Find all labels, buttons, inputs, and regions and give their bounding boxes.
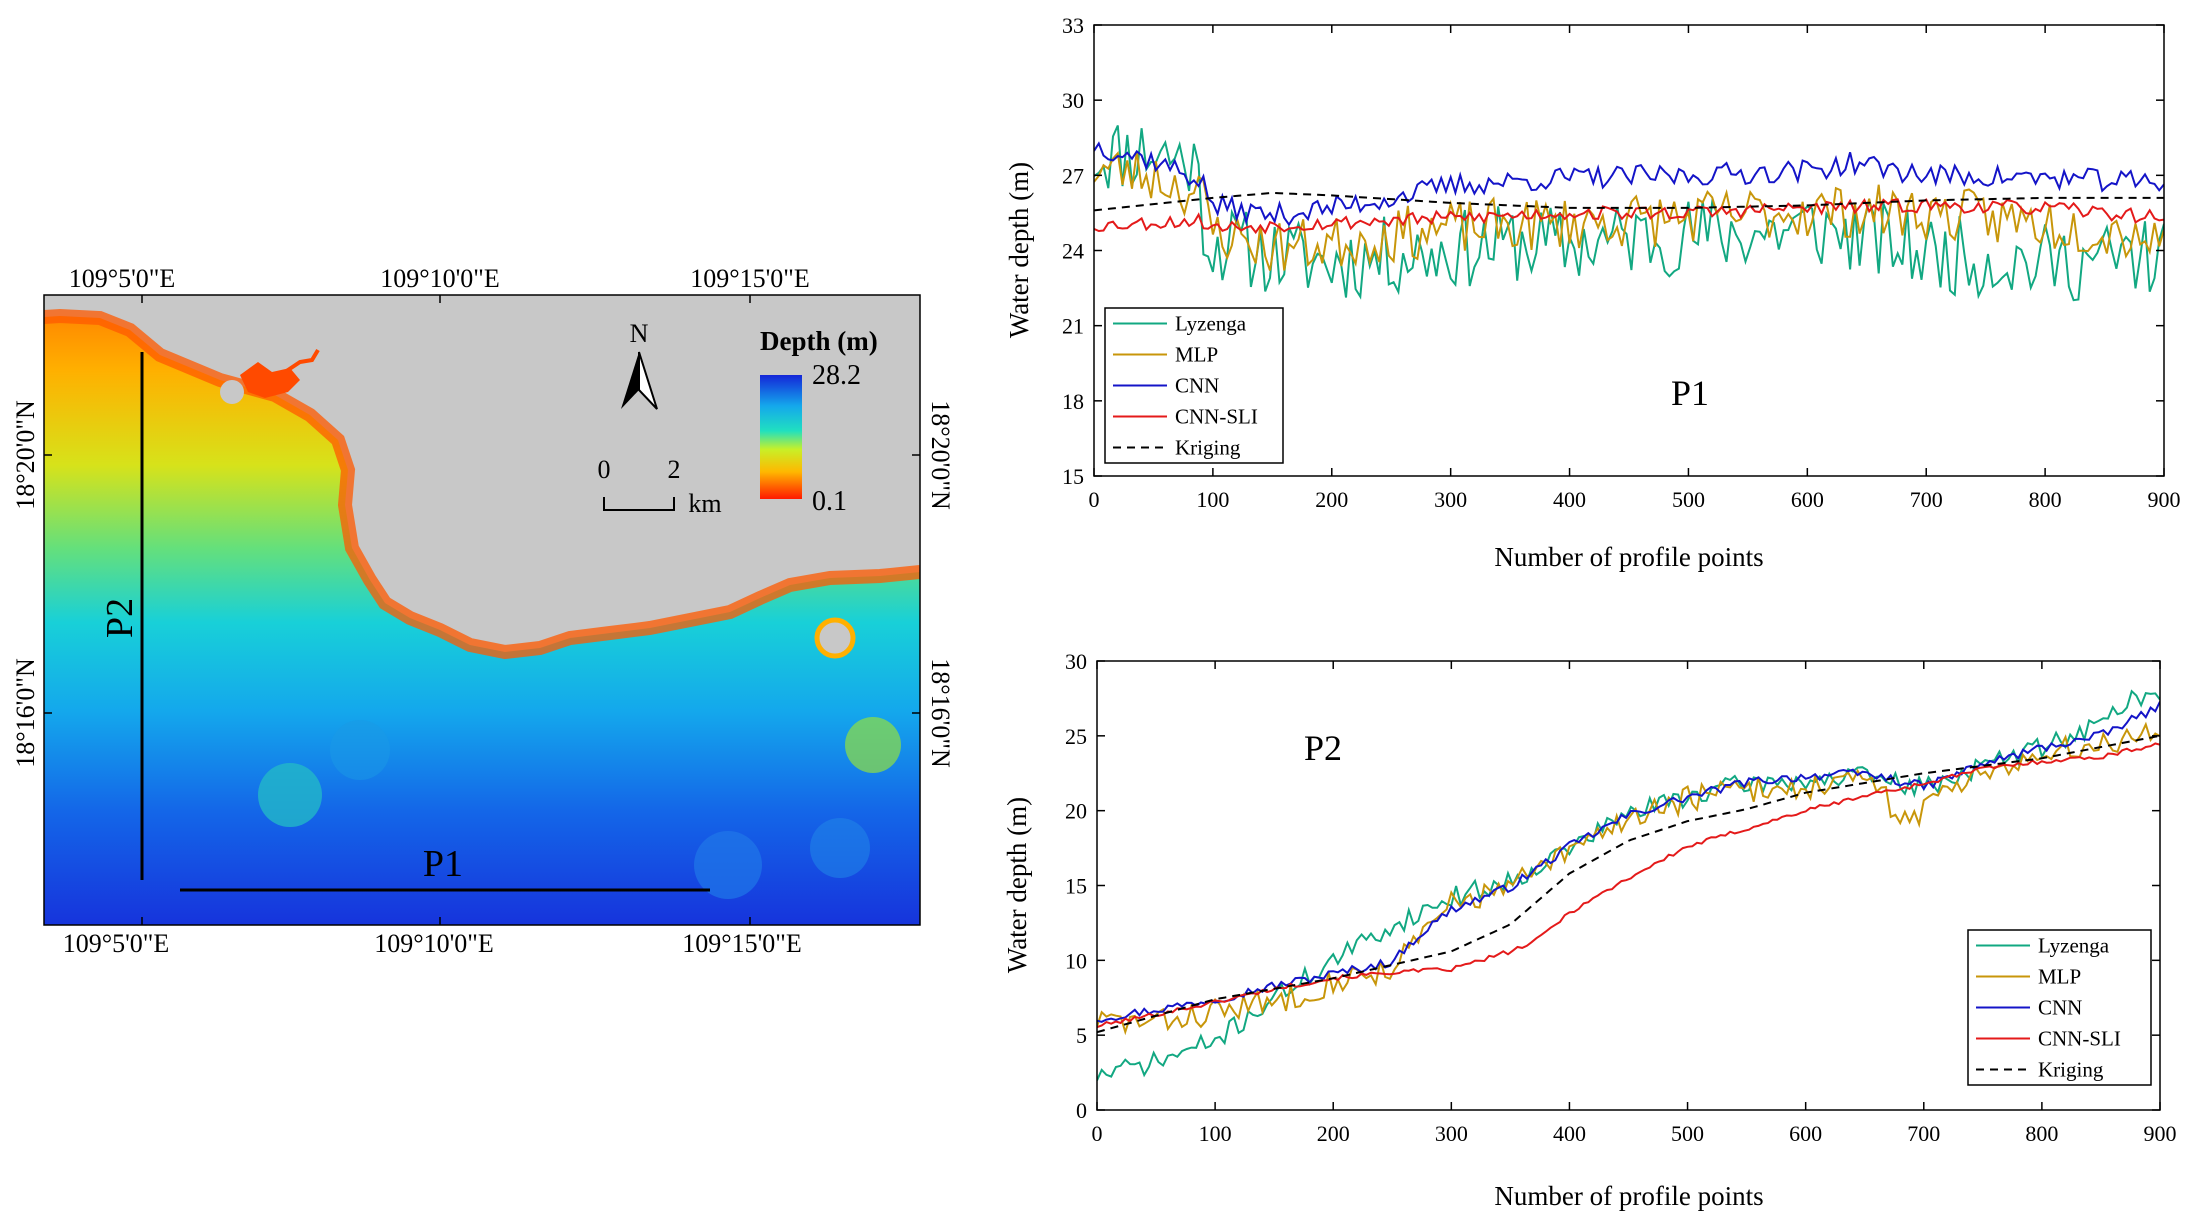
bathymetry-map: P1 P2 109°5'0"E 109°10'0"E 109°15'0"E 10… xyxy=(11,264,955,958)
chart-1-ytick-label: 30 xyxy=(1062,88,1084,113)
chart-2-xtick-label: 900 xyxy=(2144,1121,2177,1146)
chart-1-xtick-label: 400 xyxy=(1553,487,1586,512)
right-lat-label-1: 18°20'0"N xyxy=(926,400,955,510)
left-lat-label-1: 18°20'0"N xyxy=(11,400,40,510)
chart-p2-annotation: P2 xyxy=(1304,728,1342,768)
profile-label-p1: P1 xyxy=(423,843,463,885)
scale-unit: km xyxy=(688,489,721,518)
chart-2-xtick-label: 500 xyxy=(1671,1121,1704,1146)
chart-1-series-cnn-sli xyxy=(1094,197,2164,235)
chart-2-legend-label-cnn-sli: CNN-SLI xyxy=(2038,1027,2121,1051)
scale-label-2: 2 xyxy=(668,455,681,484)
chart-p1-annotation: P1 xyxy=(1671,373,1709,413)
legend-title: Depth (m) xyxy=(760,326,878,356)
chart-1-legend-label-cnn-sli: CNN-SLI xyxy=(1175,405,1258,429)
chart-2-xtick-label: 100 xyxy=(1199,1121,1232,1146)
chart-2-ytick-label: 30 xyxy=(1065,649,1087,674)
chart-2-ytick-label: 15 xyxy=(1065,874,1087,899)
chart-1-ytick-label: 27 xyxy=(1062,163,1084,188)
shoal-1 xyxy=(258,763,322,827)
chart-1-legend-label-cnn: CNN xyxy=(1175,374,1219,398)
chart-2-ytick-label: 20 xyxy=(1065,799,1087,824)
right-lat-label-2: 18°16'0"N xyxy=(926,658,955,768)
chart-2-series-kriging xyxy=(1097,734,2160,1034)
scale-bar: 0 2 km xyxy=(598,455,722,518)
north-arrow-icon: N xyxy=(621,319,658,410)
chart-2-legend-label-mlp: MLP xyxy=(2038,965,2081,989)
chart-2-xtick-label: 400 xyxy=(1553,1121,1586,1146)
bottom-lon-label-3: 109°15'0"E xyxy=(682,929,802,958)
chart-1-xtick-label: 800 xyxy=(2029,487,2062,512)
chart-1-ytick-label: 15 xyxy=(1062,464,1084,489)
bottom-lon-label-1: 109°5'0"E xyxy=(63,929,170,958)
chart-2-series-lyzenga xyxy=(1097,689,2160,1081)
chart-2-xtick-label: 200 xyxy=(1317,1121,1350,1146)
chart-1-legend-label-kriging: Kriging xyxy=(1175,436,1241,460)
shoal-5 xyxy=(845,717,901,773)
left-lat-label-2: 18°16'0"N xyxy=(11,658,40,768)
shoal-2 xyxy=(330,720,390,780)
chart-2-xtick-label: 0 xyxy=(1092,1121,1103,1146)
profile-label-p2: P2 xyxy=(99,598,141,638)
chart-2-ytick-label: 5 xyxy=(1076,1023,1087,1048)
shoal-3 xyxy=(694,831,762,899)
chart-2-xtick-label: 800 xyxy=(2025,1121,2058,1146)
chart-1-xtick-label: 200 xyxy=(1315,487,1348,512)
legend-max-label: 28.2 xyxy=(812,360,861,391)
chart-1-legend-label-lyzenga: Lyzenga xyxy=(1175,312,1247,336)
chart-1-ytick-label: 21 xyxy=(1062,314,1084,339)
chart-1-ytick-label: 33 xyxy=(1062,13,1084,38)
chart-1-xtick-label: 0 xyxy=(1089,487,1100,512)
chart-2-ytick-label: 0 xyxy=(1076,1098,1087,1123)
chart-1-series-cnn xyxy=(1094,141,2164,227)
chart-p2-plot xyxy=(1097,689,2160,1081)
chart-1-xtick-label: 500 xyxy=(1672,487,1705,512)
chart-p1: 0 100 200 300 400 500 600 700 800 900 15 18 21 24 27 30… xyxy=(1004,13,2181,572)
chart-2-legend-label-lyzenga: Lyzenga xyxy=(2038,934,2110,958)
chart-2-ytick-label: 25 xyxy=(1065,724,1087,749)
chart-2-series-mlp xyxy=(1097,721,2160,1036)
chart-p1-ylabel: Water depth (m) xyxy=(1004,162,1034,338)
legend-min-label: 0.1 xyxy=(812,486,847,517)
chart-1-xtick-label: 700 xyxy=(1910,487,1943,512)
river-channel xyxy=(283,348,320,374)
chart-1-xtick-label: 900 xyxy=(2148,487,2181,512)
chart-1-xtick-label: 600 xyxy=(1791,487,1824,512)
chart-p1-xlabel: Number of profile points xyxy=(1494,542,1763,572)
lagoon-pond xyxy=(220,380,244,404)
chart-p2: 0 100 200 300 400 500 600 700 800 900 0 5 10 15 20 25 30… xyxy=(1002,649,2177,1211)
map-frame xyxy=(43,294,921,926)
bottom-lon-label-2: 109°10'0"E xyxy=(374,929,494,958)
chart-1-ytick-label: 18 xyxy=(1062,389,1084,414)
shoal-4 xyxy=(810,818,870,878)
chart-1-xtick-label: 300 xyxy=(1434,487,1467,512)
chart-p1-gridless-plot xyxy=(1094,125,2164,302)
chart-p2-xlabel: Number of profile points xyxy=(1494,1181,1763,1211)
chart-p2-ylabel: Water depth (m) xyxy=(1002,797,1032,973)
scale-label-0: 0 xyxy=(598,455,611,484)
chart-2-legend-label-cnn: CNN xyxy=(2038,996,2082,1020)
chart-1-xtick-label: 100 xyxy=(1196,487,1229,512)
top-lon-label-2: 109°10'0"E xyxy=(380,264,500,293)
island-west xyxy=(814,617,856,659)
chart-1-legend-label-mlp: MLP xyxy=(1175,343,1218,367)
map-ticks xyxy=(44,295,920,925)
chart-2-xtick-label: 300 xyxy=(1435,1121,1468,1146)
chart-1-ytick-label: 24 xyxy=(1062,239,1084,264)
top-lon-label-1: 109°5'0"E xyxy=(69,264,176,293)
chart-2-series-cnn xyxy=(1097,701,2160,1023)
chart-1-series-kriging xyxy=(1094,191,2164,212)
legend-colorbar xyxy=(760,375,802,499)
top-lon-label-3: 109°15'0"E xyxy=(690,264,810,293)
north-label: N xyxy=(630,319,649,348)
coastal-shallow-band xyxy=(44,308,920,660)
depth-legend: Depth (m) 28.2 0.1 xyxy=(760,326,878,517)
chart-2-legend-label-kriging: Kriging xyxy=(2038,1058,2104,1082)
chart-2-ytick-label: 10 xyxy=(1065,948,1087,973)
chart-1-series-mlp xyxy=(1094,150,2164,271)
chart-2-xtick-label: 700 xyxy=(1907,1121,1940,1146)
chart-2-xtick-label: 600 xyxy=(1789,1121,1822,1146)
